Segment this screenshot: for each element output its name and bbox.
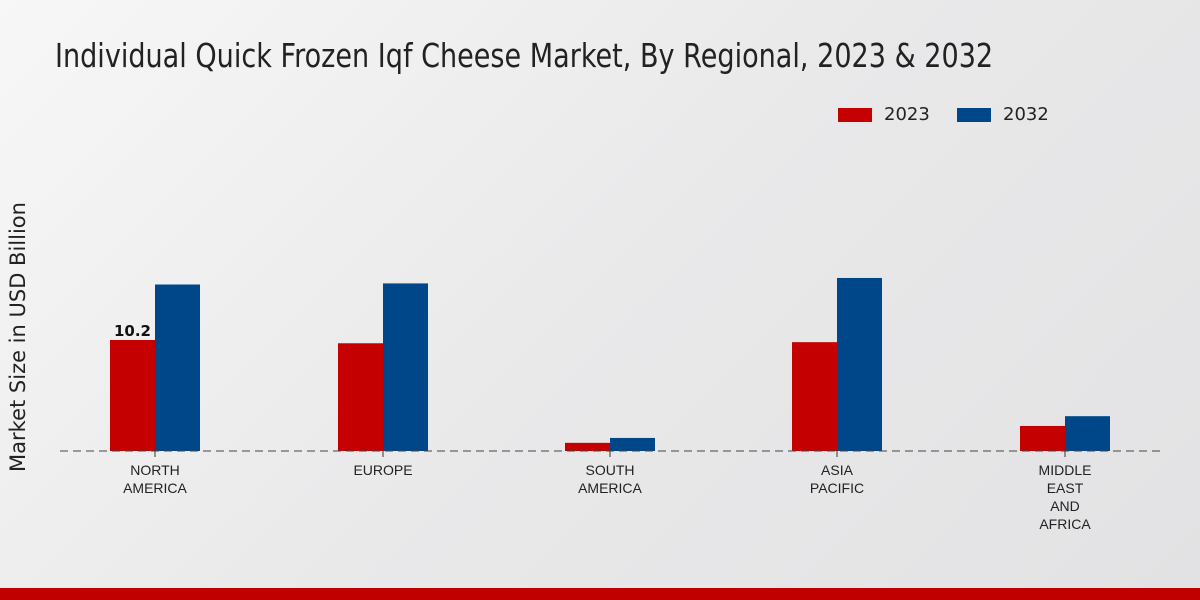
bar-2032-0 [155, 284, 200, 451]
x-tick-label: AMERICA [578, 480, 642, 496]
x-tick-label: SOUTH [586, 462, 635, 478]
legend-swatch-2023 [838, 107, 872, 122]
x-tick-label: AND [1050, 498, 1080, 514]
x-tick-label: ASIA [821, 462, 854, 478]
legend-swatch-2032 [957, 107, 991, 122]
bar-2032-1 [383, 283, 428, 451]
chart-title: Individual Quick Frozen Iqf Cheese Marke… [55, 36, 994, 75]
footer-bar [0, 588, 1200, 600]
legend-item-2032: 2032 [957, 104, 1049, 125]
bar-2023-2 [565, 442, 610, 451]
data-label: 10.2 [114, 322, 151, 340]
x-tick-label: NORTH [130, 462, 180, 478]
legend-item-2023: 2023 [838, 104, 930, 125]
legend-label-2032: 2032 [1003, 104, 1049, 125]
bar-2023-3 [792, 342, 837, 451]
x-tick-label: MIDDLE [1039, 462, 1092, 478]
x-tick-label: EUROPE [353, 462, 412, 478]
bar-2032-4 [1065, 416, 1110, 451]
x-tick-label: PACIFIC [810, 480, 864, 496]
x-tick-label: AFRICA [1039, 516, 1091, 532]
bar-2023-1 [338, 343, 383, 451]
x-tick-label: EAST [1047, 480, 1084, 496]
bar-2032-3 [837, 277, 882, 451]
x-tick-label: AMERICA [123, 480, 187, 496]
bar-2032-2 [610, 437, 655, 451]
bar-2023-4 [1020, 425, 1065, 451]
bar-2023-0 [110, 340, 155, 451]
legend-label-2023: 2023 [884, 104, 930, 125]
